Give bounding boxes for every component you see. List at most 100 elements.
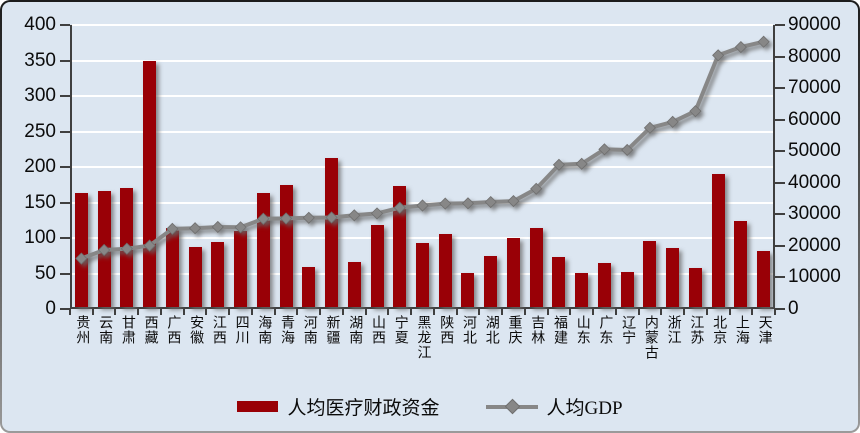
x-axis-label-广西: 广西 <box>165 315 181 345</box>
diamond-marker-江苏 <box>689 105 702 118</box>
x-axis-label-重庆: 重庆 <box>506 315 522 345</box>
bar-青海 <box>279 184 293 307</box>
diamond-marker-福建 <box>552 158 566 171</box>
left-axis-tickmark <box>60 308 70 310</box>
right-axis-tickmark <box>775 118 785 121</box>
gridline <box>72 24 773 26</box>
x-axis-label-黑龙江: 黑龙江 <box>415 315 431 360</box>
diamond-marker-北京 <box>712 49 725 62</box>
left-axis-tickmark <box>60 201 70 204</box>
x-axis-tickmark <box>501 309 504 315</box>
x-axis-label-青海: 青海 <box>279 315 295 345</box>
x-axis-label-山东: 山东 <box>574 315 590 345</box>
right-axis-tickmark <box>775 308 785 310</box>
diamond-marker-浙江 <box>666 115 679 128</box>
right-axis-tickmark <box>775 244 785 247</box>
x-axis-label-河南: 河南 <box>301 315 317 345</box>
x-axis-tickmark <box>137 309 140 315</box>
x-axis-tickmark <box>182 309 185 315</box>
bar-浙江 <box>666 248 680 307</box>
x-axis-label-新疆: 新疆 <box>324 315 340 345</box>
bar-宁夏 <box>393 186 407 307</box>
diamond-marker-天津 <box>757 35 770 48</box>
x-axis-tickmark <box>660 309 663 315</box>
bar-四川 <box>234 231 248 307</box>
diamond-marker-内蒙古 <box>643 121 656 134</box>
x-axis-label-福建: 福建 <box>551 315 567 345</box>
bar-广西 <box>165 228 179 307</box>
bar-江苏 <box>688 267 702 307</box>
bar-天津 <box>757 250 771 307</box>
gridline <box>72 59 773 62</box>
diamond-marker-青海 <box>279 212 293 225</box>
x-axis-label-天津: 天津 <box>756 315 772 345</box>
left-axis-tickmark <box>60 272 70 275</box>
right-axis-tickmark <box>775 150 785 153</box>
legend-bar-label: 人均医疗财政资金 <box>287 397 440 419</box>
right-axis-tick-label: 90000 <box>788 14 841 35</box>
gridline <box>72 95 773 97</box>
x-axis-tickmark <box>478 309 481 315</box>
bar-湖北 <box>484 255 498 307</box>
diamond-marker-湖北 <box>484 195 497 209</box>
x-axis-label-江苏: 江苏 <box>688 315 704 345</box>
x-axis-tickmark <box>159 309 162 315</box>
diamond-marker-西藏 <box>143 239 156 252</box>
x-axis-tickmark <box>546 309 549 315</box>
x-axis-tickmark <box>705 309 708 315</box>
right-axis-tickmark <box>775 87 785 90</box>
diamond-marker-广东 <box>598 143 611 156</box>
left-axis-tickmark <box>60 95 70 97</box>
right-axis-tickmark <box>775 55 785 58</box>
diamond-marker-海南 <box>257 212 270 225</box>
bar-湖南 <box>347 262 361 307</box>
x-axis-label-吉林: 吉林 <box>529 315 545 345</box>
diamond-marker-上海 <box>734 41 747 54</box>
bar-黑龙江 <box>416 243 429 307</box>
diamond-marker-辽宁 <box>621 143 634 157</box>
left-axis-tick-label: 250 <box>24 120 56 142</box>
bar-辽宁 <box>620 271 634 307</box>
x-axis-tickmark <box>91 309 94 315</box>
x-axis-tickmark <box>683 309 686 315</box>
right-axis-tickmark <box>775 213 785 216</box>
right-axis-tick-label: 70000 <box>788 77 841 99</box>
gridline <box>72 130 773 133</box>
right-axis-tick-label: 50000 <box>788 140 841 162</box>
x-axis-tickmark <box>523 309 526 315</box>
right-axis-tick-label: 10000 <box>788 266 841 288</box>
x-axis-label-宁夏: 宁夏 <box>392 315 408 345</box>
left-axis-tick-label: 100 <box>24 227 56 248</box>
x-axis-tickmark <box>296 309 299 315</box>
gridline <box>72 166 773 168</box>
right-axis-tickmark <box>775 24 785 26</box>
x-axis-tickmark <box>614 309 617 315</box>
diamond-marker-江西 <box>211 220 224 234</box>
bar-安徽 <box>188 246 202 307</box>
left-axis-tick-label: 0 <box>45 298 56 319</box>
x-axis-tickmark <box>364 309 367 315</box>
x-axis-label-安徽: 安徽 <box>188 315 204 345</box>
bar-山西 <box>370 225 384 307</box>
left-axis-tick-label: 400 <box>24 14 56 35</box>
diamond-marker-广西 <box>166 222 179 235</box>
x-axis-tickmark <box>569 309 572 315</box>
diamond-marker-新疆 <box>325 211 338 224</box>
bar-广东 <box>597 262 611 307</box>
diamond-marker-云南 <box>98 243 111 257</box>
x-axis-tickmark <box>114 309 117 315</box>
x-axis-label-四川: 四川 <box>233 315 249 345</box>
x-axis-tickmark <box>228 309 231 315</box>
x-axis-label-浙江: 浙江 <box>665 315 681 345</box>
diamond-marker-宁夏 <box>393 201 406 214</box>
bar-贵州 <box>74 193 88 307</box>
diamond-marker-河北 <box>461 197 475 210</box>
x-axis-label-甘肃: 甘肃 <box>119 315 135 345</box>
left-axis-tickmark <box>60 24 70 26</box>
diamond-marker-黑龙江 <box>416 199 429 212</box>
bar-上海 <box>734 221 748 307</box>
x-axis-label-湖北: 湖北 <box>483 315 499 345</box>
left-axis-tick-label: 50 <box>34 262 56 284</box>
right-axis-tickmark <box>775 181 785 184</box>
